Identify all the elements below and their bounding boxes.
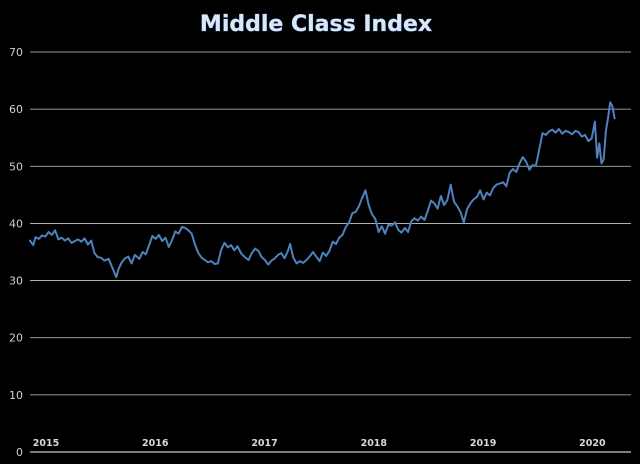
y-tick-label: 20 bbox=[9, 332, 23, 345]
y-axis: 0 10 20 30 40 50 60 70 bbox=[9, 46, 23, 459]
x-tick-label: 2018 bbox=[361, 438, 388, 449]
x-tick-label: 2015 bbox=[33, 438, 59, 449]
x-tick-label: 2020 bbox=[579, 438, 606, 449]
y-tick-label: 60 bbox=[9, 103, 23, 116]
y-tick-label: 10 bbox=[9, 389, 23, 402]
y-tick-label: 0 bbox=[16, 446, 23, 459]
y-tick-label: 40 bbox=[9, 217, 23, 230]
gridlines bbox=[30, 51, 631, 453]
x-tick-label: 2017 bbox=[251, 438, 277, 449]
chart-title: Middle Class Index bbox=[200, 12, 432, 37]
x-tick-label: 2019 bbox=[470, 438, 496, 449]
y-tick-label: 30 bbox=[9, 275, 23, 288]
y-tick-label: 70 bbox=[9, 46, 23, 59]
series-line bbox=[29, 101, 616, 279]
y-tick-label: 50 bbox=[9, 160, 23, 173]
x-axis: 2015 2016 2017 2018 2019 2020 bbox=[33, 438, 606, 449]
x-tick-label: 2016 bbox=[142, 438, 169, 449]
